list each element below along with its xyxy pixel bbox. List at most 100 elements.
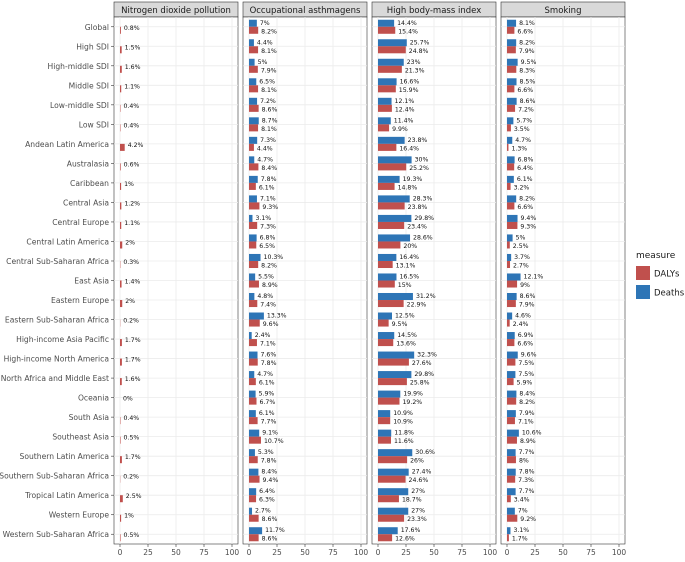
data-label-dalys: 6.1% bbox=[259, 184, 275, 191]
legend-label: Deaths bbox=[654, 289, 685, 299]
bar-deaths bbox=[378, 273, 396, 280]
bar-deaths bbox=[249, 156, 254, 163]
data-label-dalys: 13.6% bbox=[396, 341, 416, 348]
data-label-dalys: 7.4% bbox=[260, 302, 276, 309]
y-tick-label: Tropical Latin America bbox=[24, 491, 109, 500]
y-tick-label: High SDI bbox=[76, 42, 109, 51]
bar-deaths bbox=[378, 293, 413, 300]
data-label-deaths: 10.6% bbox=[522, 430, 542, 437]
data-label-dalys: 25.8% bbox=[410, 380, 430, 387]
data-label-dalys: 6.6% bbox=[517, 341, 533, 348]
bar-deaths bbox=[378, 117, 391, 124]
data-label-deaths: 14.5% bbox=[397, 332, 417, 339]
bar-dalys bbox=[378, 398, 400, 405]
data-label-dalys: 1.6% bbox=[125, 64, 141, 71]
data-label-dalys: 1.6% bbox=[125, 376, 141, 383]
data-label-dalys: 7.3% bbox=[260, 223, 276, 230]
data-label-deaths: 29.8% bbox=[414, 371, 434, 378]
x-tick-label: 75 bbox=[586, 548, 596, 557]
data-label-deaths: 19.9% bbox=[403, 391, 423, 398]
bar-deaths bbox=[378, 410, 390, 417]
data-label-deaths: 6.5% bbox=[259, 78, 275, 85]
bar-dalys bbox=[378, 144, 396, 151]
data-label-dalys: 18.7% bbox=[402, 497, 422, 504]
y-tick-label: Central Asia bbox=[63, 198, 109, 207]
bar-deaths bbox=[378, 430, 391, 437]
data-label-deaths: 11.4% bbox=[394, 117, 414, 124]
bar-dalys bbox=[249, 456, 258, 463]
bar-deaths bbox=[378, 137, 405, 144]
data-label-deaths: 4.7% bbox=[515, 137, 531, 144]
bar-dalys bbox=[249, 378, 256, 385]
data-label-deaths: 6.1% bbox=[517, 176, 533, 183]
bar-dalys bbox=[249, 339, 257, 346]
bar-dalys bbox=[507, 339, 514, 346]
y-tick-label: Middle SDI bbox=[69, 81, 109, 90]
x-tick-label: 0 bbox=[376, 548, 381, 557]
data-label-deaths: 7.1% bbox=[260, 195, 276, 202]
y-tick-label: Southern Sub-Saharan Africa bbox=[0, 472, 109, 481]
data-label-deaths: 5.7% bbox=[516, 117, 532, 124]
y-tick-label: High-income North America bbox=[4, 355, 109, 364]
bar-dalys bbox=[120, 46, 122, 53]
data-label-deaths: 5% bbox=[516, 234, 526, 241]
bar-dalys bbox=[378, 495, 399, 502]
data-label-deaths: 12.5% bbox=[395, 313, 415, 320]
bar-deaths bbox=[249, 527, 262, 534]
bar-dalys bbox=[249, 144, 254, 151]
bar-deaths bbox=[507, 78, 517, 85]
data-label-deaths: 6.4% bbox=[259, 488, 275, 495]
bar-deaths bbox=[378, 352, 414, 359]
data-label-dalys: 25.2% bbox=[409, 165, 429, 172]
data-label-dalys: 9.3% bbox=[520, 223, 536, 230]
bar-deaths bbox=[249, 98, 257, 105]
data-label-dalys: 1.5% bbox=[125, 44, 141, 51]
data-label-dalys: 7.9% bbox=[519, 302, 535, 309]
data-label-dalys: 9.2% bbox=[520, 516, 536, 523]
bar-deaths bbox=[507, 371, 515, 378]
bar-dalys bbox=[378, 515, 404, 522]
data-label-dalys: 10.7% bbox=[264, 438, 284, 445]
data-label-deaths: 11.7% bbox=[265, 527, 285, 534]
data-label-deaths: 8.7% bbox=[262, 117, 278, 124]
bar-dalys bbox=[249, 359, 258, 366]
data-label-dalys: 7.5% bbox=[518, 360, 534, 367]
bar-deaths bbox=[507, 508, 515, 515]
data-label-dalys: 12.6% bbox=[395, 536, 415, 543]
bar-dalys bbox=[120, 339, 122, 346]
data-label-dalys: 8.9% bbox=[262, 282, 278, 289]
bar-deaths bbox=[249, 176, 258, 183]
data-label-dalys: 1.3% bbox=[511, 145, 527, 152]
data-label-dalys: 0.2% bbox=[123, 474, 139, 481]
data-label-dalys: 27.6% bbox=[412, 360, 432, 367]
bar-deaths bbox=[249, 254, 261, 261]
data-label-dalys: 8.2% bbox=[261, 28, 277, 35]
data-label-deaths: 7.5% bbox=[518, 371, 534, 378]
bar-dalys bbox=[249, 261, 258, 268]
bar-dalys bbox=[507, 183, 511, 190]
bar-dalys bbox=[507, 27, 514, 34]
bar-dalys bbox=[120, 495, 123, 502]
bar-deaths bbox=[249, 59, 255, 66]
data-label-deaths: 3.7% bbox=[514, 254, 530, 261]
bar-deaths bbox=[507, 332, 515, 339]
bar-deaths bbox=[249, 137, 257, 144]
data-label-dalys: 0% bbox=[123, 396, 133, 403]
bar-dalys bbox=[120, 183, 121, 190]
bar-deaths bbox=[378, 449, 412, 456]
bar-deaths bbox=[249, 508, 252, 515]
data-label-deaths: 16.4% bbox=[399, 254, 419, 261]
data-label-dalys: 7.1% bbox=[518, 419, 534, 426]
data-label-dalys: 9.3% bbox=[262, 204, 278, 211]
data-label-deaths: 8.5% bbox=[520, 78, 536, 85]
bar-deaths bbox=[507, 176, 514, 183]
bar-deaths bbox=[378, 332, 394, 339]
y-tick-label: Central Europe bbox=[52, 218, 109, 227]
bar-deaths bbox=[249, 352, 258, 359]
data-label-dalys: 0.2% bbox=[123, 318, 139, 325]
y-tick-label: High-income Asia Pacific bbox=[16, 335, 109, 344]
bar-deaths bbox=[507, 215, 518, 222]
data-label-deaths: 8.2% bbox=[519, 39, 535, 46]
x-tick-label: 50 bbox=[558, 548, 568, 557]
